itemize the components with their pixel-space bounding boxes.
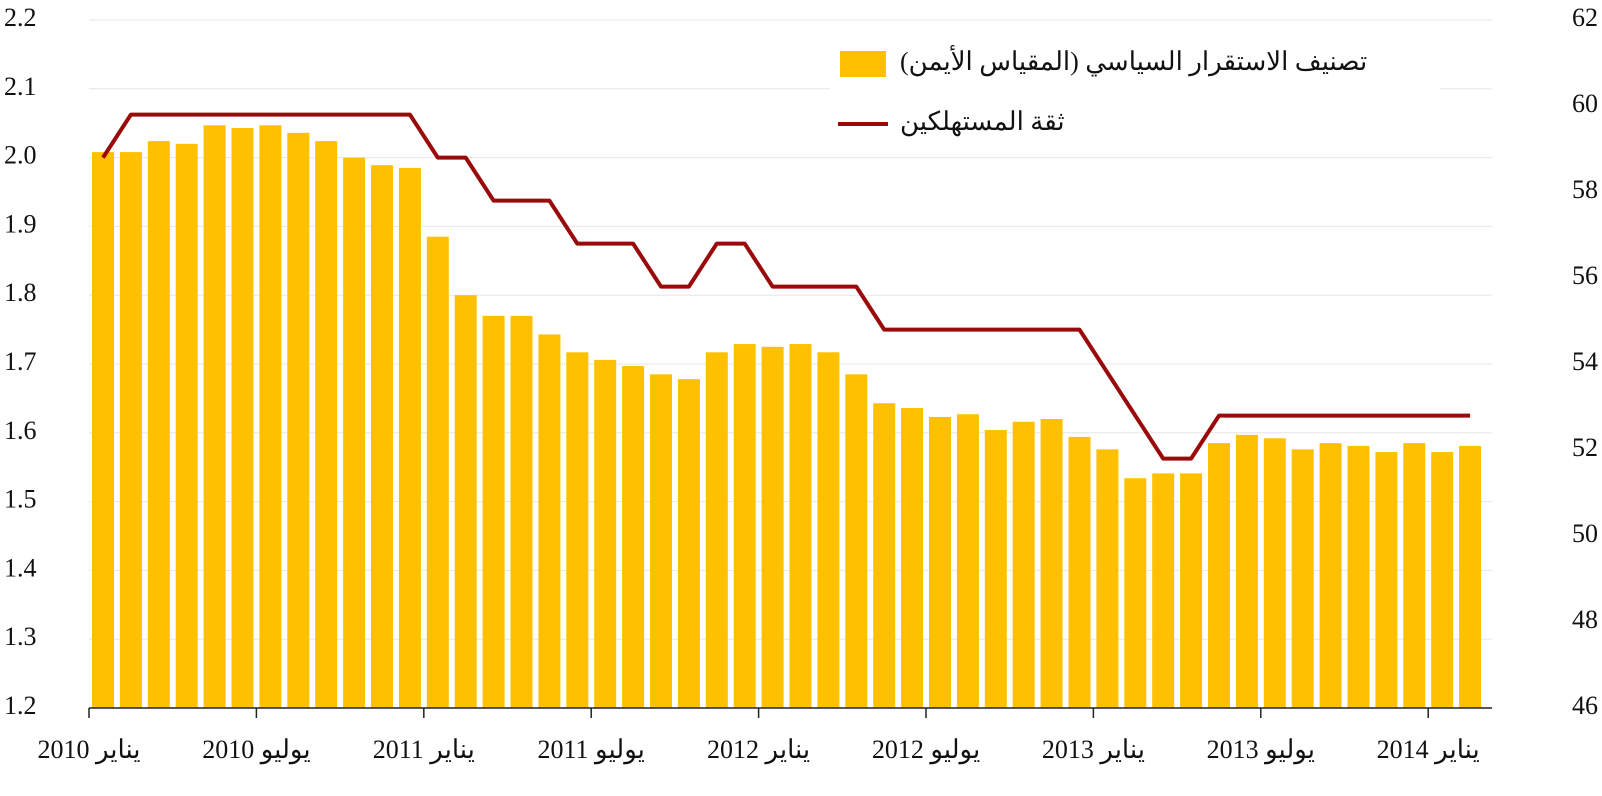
y-tick-label: 1.7 (4, 347, 37, 376)
y-tick-label: 1.5 (4, 485, 37, 514)
bar (343, 157, 366, 709)
bar (92, 152, 114, 708)
bar (1291, 449, 1314, 708)
y-tick-label: 2.0 (4, 141, 37, 170)
bar (1208, 443, 1230, 708)
bar (371, 165, 393, 709)
bar (873, 403, 896, 708)
bar (426, 236, 449, 708)
legend-box (830, 36, 1440, 156)
y2-tick-label: 48 (1572, 605, 1598, 634)
bar (175, 143, 198, 709)
bar (203, 125, 226, 709)
bar (789, 344, 812, 708)
x-tick-label: يناير 2012 (707, 735, 810, 765)
y-tick-label: 1.8 (4, 278, 37, 307)
bar (1040, 419, 1063, 708)
y2-tick-label: 56 (1572, 261, 1598, 290)
bar (984, 430, 1007, 708)
bar (901, 408, 924, 708)
bar (622, 366, 645, 708)
x-tick-label: يوليو 2010 (202, 735, 310, 765)
bar (594, 359, 617, 708)
bar (566, 352, 589, 708)
bar (1263, 438, 1286, 708)
y2-tick-label: 50 (1572, 519, 1598, 548)
x-tick-label: يوليو 2011 (537, 735, 644, 765)
bar (147, 141, 170, 708)
line (101, 112, 1471, 461)
bar (1012, 421, 1035, 708)
x-tick-label: يوليو 2013 (1207, 735, 1315, 765)
bar (315, 141, 338, 708)
bar (956, 414, 979, 708)
bar (929, 416, 951, 708)
legend-swatch (840, 51, 886, 77)
x-tick-label: يناير 2010 (37, 735, 140, 765)
y-tick-label: 1.3 (4, 622, 37, 651)
bar (677, 379, 700, 708)
x-tick-label: يوليو 2012 (872, 735, 980, 765)
x-tick-label: يناير 2014 (1377, 735, 1480, 765)
bar (817, 352, 840, 708)
bar (119, 152, 142, 708)
bar (1096, 449, 1119, 708)
bar (1152, 473, 1175, 708)
y2-tick-label: 62 (1572, 3, 1598, 32)
bar (482, 315, 505, 708)
bar (1068, 436, 1091, 708)
bar (1375, 452, 1398, 708)
y-tick-label: 1.6 (4, 416, 37, 445)
legend-label: تصنيف الاستقرار السياسي (المقياس الأيمن) (900, 44, 1367, 77)
bar (1403, 443, 1426, 708)
bar (1347, 445, 1370, 708)
bar (259, 125, 282, 709)
y2-tick-label: 54 (1572, 347, 1598, 376)
y2-tick-label: 58 (1572, 175, 1598, 204)
y2-tick-label: 52 (1572, 433, 1598, 462)
bar (1124, 478, 1147, 708)
bar (1180, 473, 1203, 708)
y2-tick-label: 46 (1572, 691, 1598, 720)
bar (650, 374, 672, 708)
x-tick-label: يناير 2013 (1042, 735, 1145, 765)
bar (454, 295, 477, 708)
bar (1431, 452, 1454, 708)
bar (287, 132, 310, 708)
y-tick-label: 2.2 (4, 3, 37, 32)
bar (705, 352, 728, 708)
bar (1319, 443, 1342, 708)
y2-tick-label: 60 (1572, 89, 1598, 118)
legend-label: ثقة المستهلكين (900, 107, 1065, 137)
bar (1459, 445, 1482, 708)
bar (1235, 434, 1258, 708)
bar (733, 344, 756, 708)
bar (845, 374, 868, 708)
y-tick-label: 1.2 (4, 691, 37, 720)
y-tick-label: 1.9 (4, 209, 37, 238)
x-tick-label: يناير 2011 (373, 735, 475, 765)
bar (538, 334, 561, 708)
bar (761, 346, 784, 708)
bar (398, 167, 421, 709)
y-tick-label: 2.1 (4, 72, 37, 101)
y-tick-label: 1.4 (4, 553, 37, 582)
bar (510, 315, 533, 708)
bar (231, 128, 254, 709)
